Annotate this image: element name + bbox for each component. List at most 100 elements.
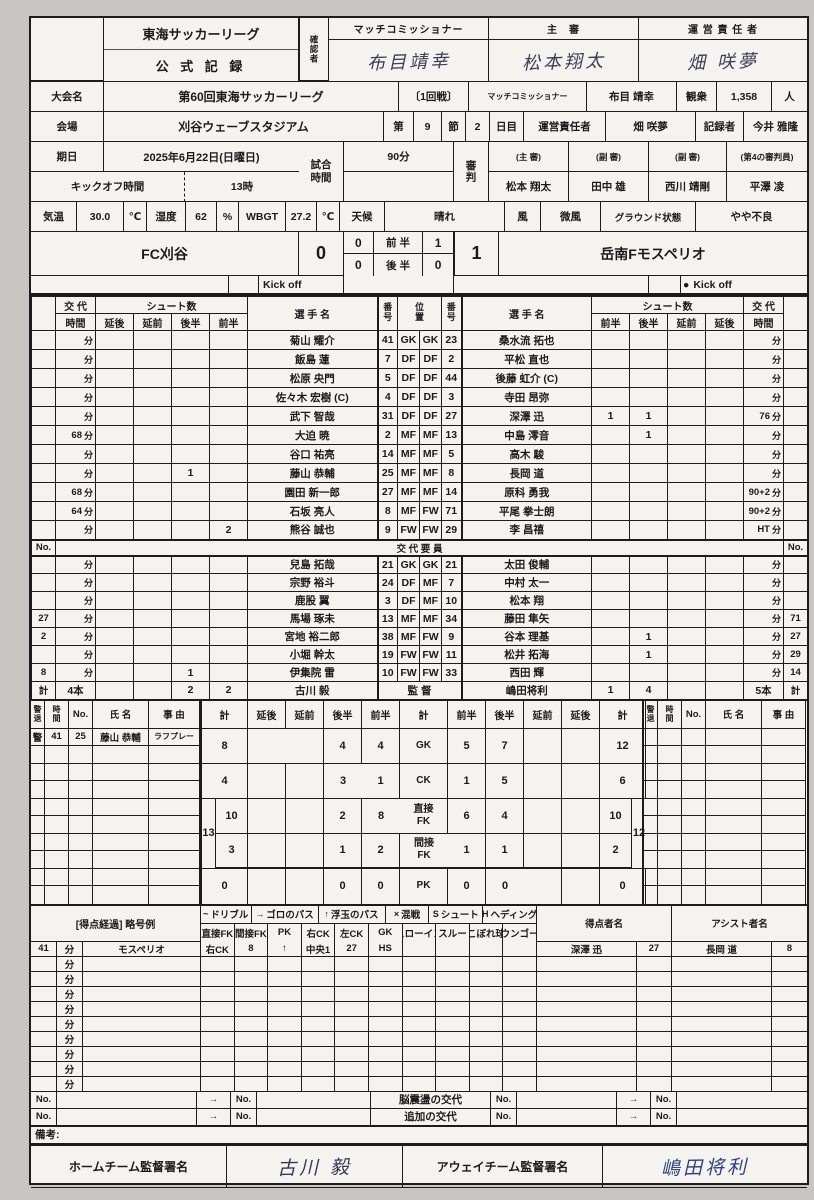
player-name-away: 太田 俊輔 xyxy=(461,555,592,574)
operations-label: 運 営 責 任 者 xyxy=(639,18,807,40)
referee-signature: 松本翔太 xyxy=(521,50,606,74)
shots-second-away xyxy=(629,663,668,682)
shots-first-away xyxy=(591,330,630,350)
shots-ext-second-away xyxy=(705,645,744,664)
roster-row: 分 1 藤山 恭輔 25 MF MF 8 長岡 道 分 xyxy=(31,463,808,483)
player-name-home: 石坂 亮人 xyxy=(247,501,378,521)
goal-team xyxy=(83,971,201,987)
goal-seq-cell: 8 xyxy=(234,941,269,957)
ck-home-total: 4 xyxy=(202,763,248,799)
blank-cell xyxy=(95,681,134,701)
goal-seq-cell xyxy=(201,1016,235,1032)
roster-row: 分 2 熊谷 誠也 9 FW FW 29 李 昌禧 HT 分 xyxy=(31,520,808,540)
stats-grid: 計 延後 延前 後半 前半 計 前半 後半 延前 延後 計 8 4 4 GK 5… xyxy=(200,700,646,904)
shots-ext-first-away xyxy=(667,663,706,682)
card-reason xyxy=(149,868,200,886)
goal-rows: 41 分 モスペリオ 右CK 8 ↑ 中央1 27 HS 深澤 迅 27 長岡 … xyxy=(31,941,807,1092)
player-number-away: 9 xyxy=(441,627,463,646)
shots-second-away xyxy=(629,609,668,628)
attendance-label: 観衆 xyxy=(677,82,717,112)
card-type xyxy=(644,728,658,746)
replaced-no-home xyxy=(31,444,56,464)
position-away: DF xyxy=(419,387,442,407)
ck-home-first: 1 xyxy=(362,763,400,799)
card-player-name xyxy=(706,763,762,781)
card-player-no xyxy=(69,868,93,886)
goal-scorer-no: 27 xyxy=(636,941,672,957)
shots-second-home xyxy=(171,627,210,646)
legend-setplay-label: スローイン xyxy=(403,923,437,942)
shots-ext-second-home xyxy=(95,627,134,646)
kickoff-away-label: ● Kick off xyxy=(681,276,807,294)
goal-seq-cell xyxy=(301,1061,336,1077)
shots-second-home xyxy=(171,406,210,426)
goal-seq-cell xyxy=(335,971,369,987)
goal-seq-cell xyxy=(469,1076,504,1092)
goal-assist-no xyxy=(771,1047,807,1062)
shots-first-away xyxy=(591,663,630,682)
stat-label: CK xyxy=(400,763,448,799)
goal-seq-cell xyxy=(469,1016,504,1032)
time-header: 時間 xyxy=(45,700,69,729)
replaced-no-home xyxy=(31,330,56,350)
wbgt-value: 27.2 xyxy=(286,202,317,232)
player-number-home: 24 xyxy=(376,573,398,592)
sub-time-home: 分 xyxy=(55,609,96,628)
goal-seq-cell xyxy=(301,971,336,987)
home-manager-sign-label: ホームチーム監督署名 xyxy=(31,1145,227,1188)
sub-time-away: 分 xyxy=(743,609,784,628)
ifk-away-total: 2 xyxy=(600,833,632,869)
dfk-home-second: 2 xyxy=(324,798,362,834)
goal-seq-cell: ↑ xyxy=(268,941,302,957)
shots-ext-first-away xyxy=(667,627,706,646)
stat-label: GK xyxy=(400,728,448,764)
tournament-label: 大会名 xyxy=(31,82,104,112)
no-col-header xyxy=(31,296,56,331)
gk-away-second: 7 xyxy=(486,728,524,764)
position-away: FW xyxy=(419,501,442,521)
shots-second-home xyxy=(171,501,210,521)
position-home: DF xyxy=(397,349,420,369)
player-name-home: 熊谷 誠也 xyxy=(247,520,378,540)
goal-team xyxy=(83,1031,201,1047)
weather-label: 天候 xyxy=(340,202,385,232)
shots-ext-first-away xyxy=(667,591,706,610)
shots-second-home: 1 xyxy=(171,463,210,483)
player-number-away: 44 xyxy=(441,368,463,388)
replaced-no-home xyxy=(31,573,56,592)
shots-second-home xyxy=(171,645,210,664)
goal-assist-no xyxy=(771,1017,807,1032)
goal-seq-cell xyxy=(234,1046,269,1062)
goal-seq-cell xyxy=(268,1076,302,1092)
shots-ext-first-away xyxy=(667,555,706,574)
shots-second-away: 1 xyxy=(629,645,668,664)
goal-assist xyxy=(671,1076,772,1092)
goal-seq-cell xyxy=(301,1016,336,1032)
first-half-header: 前半 xyxy=(448,700,486,729)
player-name-home: 宮地 裕二郎 xyxy=(247,627,378,646)
replaced-no-home xyxy=(31,591,56,610)
recorder-label: 記録者 xyxy=(696,112,744,142)
no-label: No. xyxy=(31,1091,57,1109)
player-number-home: 4 xyxy=(376,387,398,407)
goal-seq-cell xyxy=(503,1016,537,1032)
player-name-home: 小堀 幹太 xyxy=(247,645,378,664)
legend-label: シュート xyxy=(440,910,479,921)
humidity-label: 湿度 xyxy=(147,202,186,232)
official-role: (副 審) xyxy=(569,142,648,172)
replaced-no-away xyxy=(783,444,808,464)
goal-row: 分 xyxy=(31,1001,807,1017)
away-manager-name: 嶋田将利 xyxy=(461,681,592,701)
player-number-away: 8 xyxy=(441,463,463,483)
shots-second-away xyxy=(629,330,668,350)
goal-row: 分 xyxy=(31,1016,807,1032)
no-header: No. xyxy=(682,700,706,729)
goal-seq-cell xyxy=(469,971,504,987)
home-manager-signature: 古川 毅 xyxy=(227,1145,403,1188)
replaced-no-away xyxy=(783,330,808,350)
legend-setplay-label: 直接FK xyxy=(201,923,235,942)
day-number: 2 xyxy=(466,112,490,142)
player-name-home: 藤山 恭輔 xyxy=(247,463,378,483)
goal-team xyxy=(83,956,201,972)
card-type xyxy=(31,886,45,904)
